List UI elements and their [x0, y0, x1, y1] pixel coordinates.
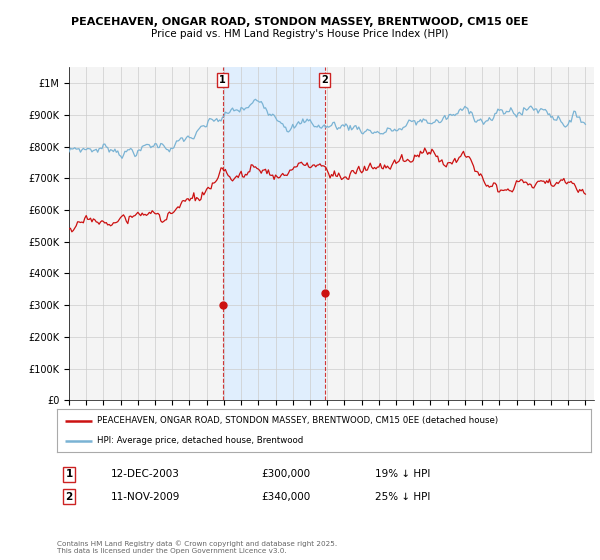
Text: 12-DEC-2003: 12-DEC-2003 — [111, 469, 180, 479]
Text: Contains HM Land Registry data © Crown copyright and database right 2025.
This d: Contains HM Land Registry data © Crown c… — [57, 541, 337, 554]
Text: 25% ↓ HPI: 25% ↓ HPI — [375, 492, 430, 502]
Text: 19% ↓ HPI: 19% ↓ HPI — [375, 469, 430, 479]
Text: HPI: Average price, detached house, Brentwood: HPI: Average price, detached house, Bren… — [97, 436, 304, 445]
Text: 2: 2 — [321, 75, 328, 85]
Text: Price paid vs. HM Land Registry's House Price Index (HPI): Price paid vs. HM Land Registry's House … — [151, 29, 449, 39]
Text: £300,000: £300,000 — [261, 469, 310, 479]
Text: 11-NOV-2009: 11-NOV-2009 — [111, 492, 181, 502]
Text: 2: 2 — [65, 492, 73, 502]
Text: PEACEHAVEN, ONGAR ROAD, STONDON MASSEY, BRENTWOOD, CM15 0EE: PEACEHAVEN, ONGAR ROAD, STONDON MASSEY, … — [71, 17, 529, 27]
Text: PEACEHAVEN, ONGAR ROAD, STONDON MASSEY, BRENTWOOD, CM15 0EE (detached house): PEACEHAVEN, ONGAR ROAD, STONDON MASSEY, … — [97, 416, 498, 425]
Text: 1: 1 — [219, 75, 226, 85]
Bar — [223, 67, 325, 400]
Text: £340,000: £340,000 — [261, 492, 310, 502]
Text: 1: 1 — [65, 469, 73, 479]
